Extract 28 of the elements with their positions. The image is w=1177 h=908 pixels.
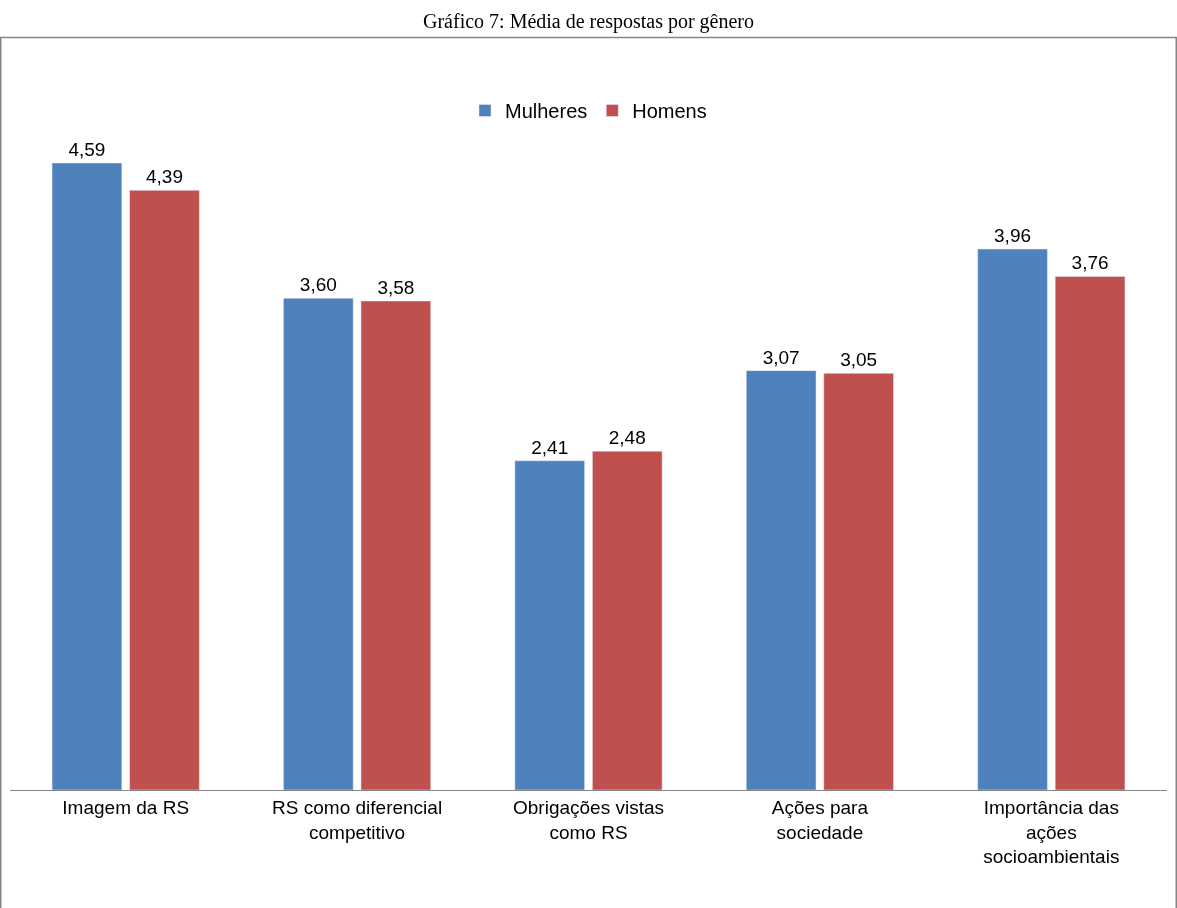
data-label: 2,48 (608, 427, 646, 449)
data-label: 3,96 (994, 225, 1032, 247)
bar (283, 297, 354, 790)
bar (592, 450, 663, 790)
data-label: 3,76 (1071, 252, 1109, 274)
data-label: 3,05 (840, 349, 878, 371)
data-label: 4,39 (145, 166, 183, 188)
bar (977, 248, 1048, 790)
x-tick-label: Imagem da RS (62, 796, 190, 818)
x-tick-label: Ações para sociedade (771, 796, 869, 843)
bar (129, 190, 200, 790)
bar (360, 300, 431, 790)
data-label: 3,60 (299, 274, 337, 296)
bar (1054, 276, 1126, 790)
x-tick-label: Importância das ações socioambientais (983, 796, 1120, 868)
data-label: 2,41 (531, 436, 569, 458)
data-label: 3,58 (377, 276, 415, 298)
bar (51, 162, 123, 790)
legend-label: Mulheres (505, 100, 588, 123)
x-tick-label: Obrigações vistas como RS (512, 796, 665, 843)
chart-title: Gráfico 7: Média de respostas por gênero (423, 9, 754, 33)
bar (514, 460, 585, 790)
bar (823, 373, 894, 790)
data-label: 3,07 (762, 346, 800, 368)
x-tick-label: RS como diferencial competitivo (272, 796, 443, 843)
bar (746, 370, 817, 790)
data-label: 4,59 (68, 139, 106, 160)
legend-label: Homens (632, 100, 707, 123)
